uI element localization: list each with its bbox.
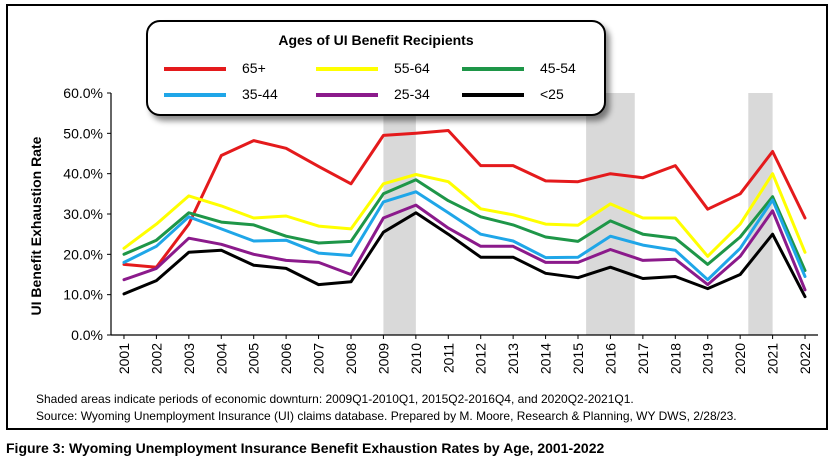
x-tick-label: 2002 bbox=[148, 343, 164, 374]
shaded-areas-note: Shaded areas indicate periods of economi… bbox=[36, 392, 634, 406]
legend-label: 45-54 bbox=[540, 60, 576, 76]
legend-title: Ages of UI Benefit Recipients bbox=[278, 32, 474, 48]
x-tick-label: 2022 bbox=[797, 343, 813, 374]
x-tick-label: 2007 bbox=[311, 343, 327, 374]
x-tick-label: 2003 bbox=[181, 343, 197, 374]
series-line-45-54 bbox=[122, 178, 807, 272]
legend-label: <25 bbox=[540, 86, 564, 102]
figure-caption: Figure 3: Wyoming Unemployment Insurance… bbox=[6, 440, 605, 456]
series-line-55-64 bbox=[122, 172, 807, 258]
y-tick-label: 0.0% bbox=[71, 327, 103, 343]
x-tick-label: 2001 bbox=[116, 343, 132, 374]
legend-label: 55-64 bbox=[394, 60, 430, 76]
series-line-35-44 bbox=[122, 190, 807, 282]
x-tick-label: 2008 bbox=[343, 343, 359, 374]
x-tick-label: 2014 bbox=[538, 343, 554, 374]
series-line-25 bbox=[122, 211, 807, 299]
x-tick-label: 2013 bbox=[505, 343, 521, 374]
y-tick-label: 50.0% bbox=[63, 125, 103, 141]
y-tick-label: 20.0% bbox=[63, 246, 103, 262]
legend: Ages of UI Benefit Recipients 65+ 55-64 45… bbox=[146, 20, 606, 116]
legend-swatch bbox=[462, 67, 524, 71]
line-chart: 0.0% 10.0% 20.0% 30.0% 40.0% 50.0% 60.0% 2001 20… bbox=[63, 85, 818, 374]
series-line-65 bbox=[122, 129, 807, 269]
x-tick-label: 2004 bbox=[213, 343, 229, 374]
legend-swatch bbox=[164, 93, 226, 97]
x-tick-label: 2017 bbox=[635, 343, 651, 374]
legend-swatch bbox=[316, 67, 378, 71]
y-tick-label: 60.0% bbox=[63, 85, 103, 101]
x-tick-label: 2020 bbox=[732, 343, 748, 374]
y-axis-label: UI Benefit Exhaustion Rate bbox=[28, 136, 44, 316]
legend-swatch bbox=[462, 93, 524, 97]
x-tick-label: 2010 bbox=[408, 343, 424, 374]
y-tick-label: 30.0% bbox=[63, 206, 103, 222]
source-note: Source: Wyoming Unemployment Insurance (… bbox=[36, 409, 737, 423]
x-tick-label: 2009 bbox=[375, 343, 391, 374]
x-tick-label: 2012 bbox=[473, 343, 489, 374]
legend-label: 35-44 bbox=[242, 86, 278, 102]
x-tick-label: 2015 bbox=[570, 343, 586, 374]
x-tick-label: 2019 bbox=[700, 343, 716, 374]
legend-swatch bbox=[164, 67, 226, 71]
x-tick-label: 2006 bbox=[278, 343, 294, 374]
legend-label: 65+ bbox=[242, 60, 266, 76]
y-tick-label: 10.0% bbox=[63, 287, 103, 303]
legend-swatch bbox=[316, 93, 378, 97]
x-tick-label: 2018 bbox=[667, 343, 683, 374]
legend-label: 25-34 bbox=[394, 86, 430, 102]
y-tick-label: 40.0% bbox=[63, 166, 103, 182]
series-line-25-34 bbox=[122, 203, 807, 292]
x-tick-label: 2016 bbox=[602, 343, 618, 374]
x-tick-label: 2005 bbox=[246, 343, 262, 374]
x-tick-label: 2021 bbox=[765, 343, 781, 374]
x-tick-label: 2011 bbox=[440, 343, 456, 373]
figure-frame: 0.0% 10.0% 20.0% 30.0% 40.0% 50.0% 60.0% 2001 20… bbox=[6, 4, 828, 430]
